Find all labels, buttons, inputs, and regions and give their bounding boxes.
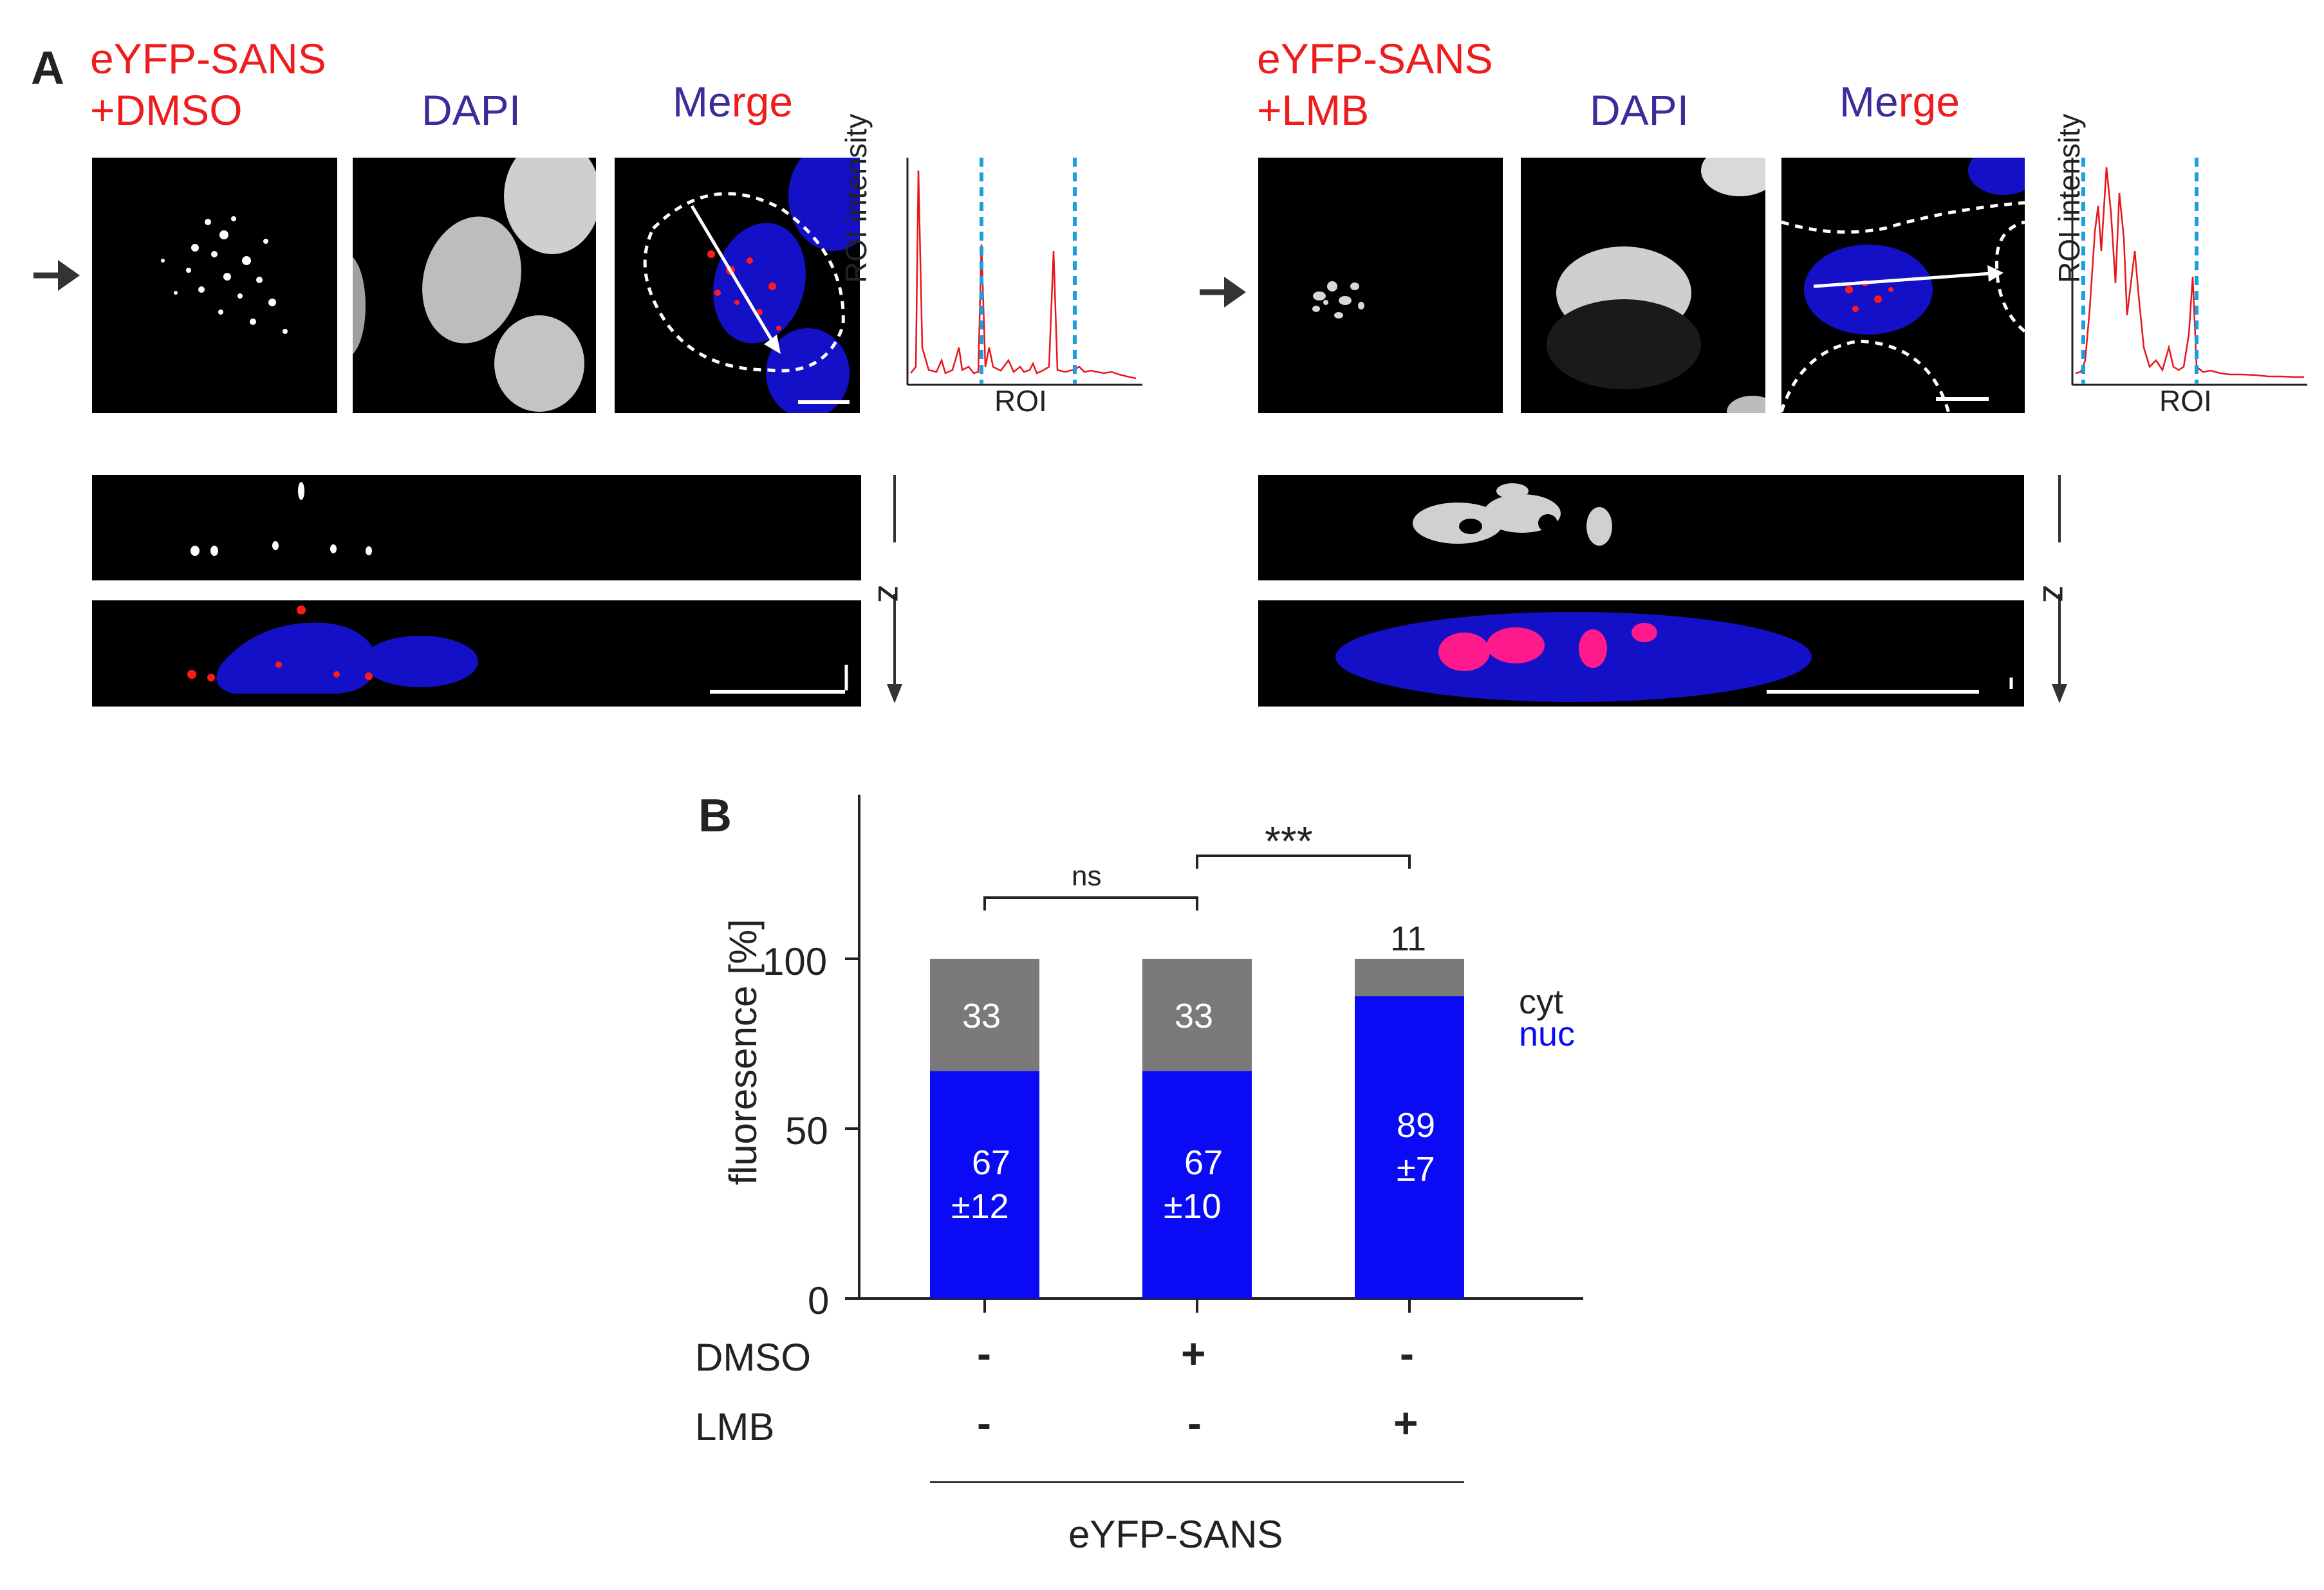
right-profile-xlabel: ROI — [2159, 384, 2212, 418]
row-dmso-label: DMSO — [695, 1336, 811, 1379]
panel-b-letter: B — [698, 790, 732, 842]
right-roi-profile-plot — [2071, 158, 2307, 386]
bar-1-nuc — [930, 1071, 1039, 1299]
y-axis-label: fluoresence [%] — [721, 919, 765, 1185]
right-dapi-image — [1521, 158, 1765, 413]
bar-2-nuc-label: 67 — [1184, 1143, 1223, 1182]
left-merge-label-me: Me — [673, 78, 732, 125]
left-roi-profile-plot — [906, 158, 1142, 386]
bar-1-nuc-sd: ±12 — [951, 1187, 1009, 1226]
right-z-merge-image — [1258, 600, 2024, 707]
sig-bracket-star — [1196, 855, 1411, 869]
bar-1-cyt-label: 33 — [962, 997, 1001, 1035]
y-tick-label-0: 0 — [808, 1279, 830, 1322]
y-tick-label-50: 50 — [785, 1109, 828, 1152]
bar-2-nuc-sd: ±10 — [1164, 1187, 1222, 1226]
bar-3-nuc — [1355, 996, 1464, 1299]
lmb-sign-3: + — [1393, 1399, 1418, 1447]
y-tick-label-100: 100 — [763, 940, 828, 983]
dmso-sign-1: - — [977, 1329, 991, 1377]
lmb-sign-2: - — [1187, 1399, 1202, 1447]
bar-1-nuc-label: 67 — [972, 1143, 1011, 1182]
panel-a-letter: A — [31, 42, 64, 94]
sig-star-label: *** — [1265, 818, 1313, 864]
left-dapi-label: DAPI — [422, 86, 521, 134]
left-z-merge-image — [92, 600, 861, 707]
left-profile-xlabel: ROI — [994, 384, 1047, 418]
right-merge-image — [1781, 158, 2025, 413]
row-lmb-label: LMB — [695, 1405, 775, 1448]
bar-2-nuc — [1142, 1071, 1252, 1299]
legend-cyt: cyt — [1519, 983, 1564, 1021]
right-eyfp-image — [1258, 158, 1503, 413]
bar-3-nuc-label: 89 — [1397, 1106, 1436, 1145]
left-z-eyfp-image — [92, 475, 861, 580]
left-dapi-image — [353, 158, 596, 413]
right-merge-label-me: Me — [1839, 78, 1899, 125]
group-label: eYFP-SANS — [1068, 1513, 1283, 1556]
right-z-eyfp-image — [1258, 475, 2024, 580]
bar-3-nuc-sd: ±7 — [1397, 1150, 1435, 1188]
left-title-line1: eYFP-SANS — [90, 35, 326, 82]
right-title-line1: eYFP-SANS — [1257, 35, 1493, 82]
right-merge-label-rge: rge — [1898, 78, 1960, 125]
right-dapi-label: DAPI — [1590, 86, 1689, 134]
right-title-line2: +LMB — [1257, 86, 1370, 134]
bar-3-cyt — [1355, 959, 1464, 997]
left-merge-label: Merge — [673, 80, 793, 123]
right-pointer-arrow-icon — [1200, 277, 1246, 308]
bar-3-cyt-label: 11 — [1390, 920, 1427, 958]
bar-2-cyt — [1142, 959, 1252, 1071]
sig-ns-label: ns — [1072, 860, 1102, 892]
dmso-sign-2: + — [1181, 1329, 1206, 1377]
dmso-sign-3: - — [1400, 1329, 1414, 1377]
left-merge-label-rge: rge — [731, 78, 794, 125]
left-merge-image — [615, 158, 860, 413]
bar-2-cyt-label: 33 — [1175, 997, 1214, 1035]
group-underline — [930, 1481, 1464, 1483]
left-eyfp-image — [92, 158, 337, 413]
bar-1-cyt — [930, 959, 1039, 1071]
right-merge-label: Merge — [1839, 80, 1960, 123]
left-pointer-arrow-icon — [33, 260, 80, 291]
sig-bracket-ns — [983, 896, 1198, 911]
left-title-line2: +DMSO — [90, 86, 243, 134]
right-z-axis-arrow-icon — [2052, 475, 2067, 703]
lmb-sign-1: - — [977, 1399, 991, 1447]
legend-nuc: nuc — [1519, 1015, 1576, 1053]
left-z-axis-arrow-icon — [887, 475, 902, 703]
